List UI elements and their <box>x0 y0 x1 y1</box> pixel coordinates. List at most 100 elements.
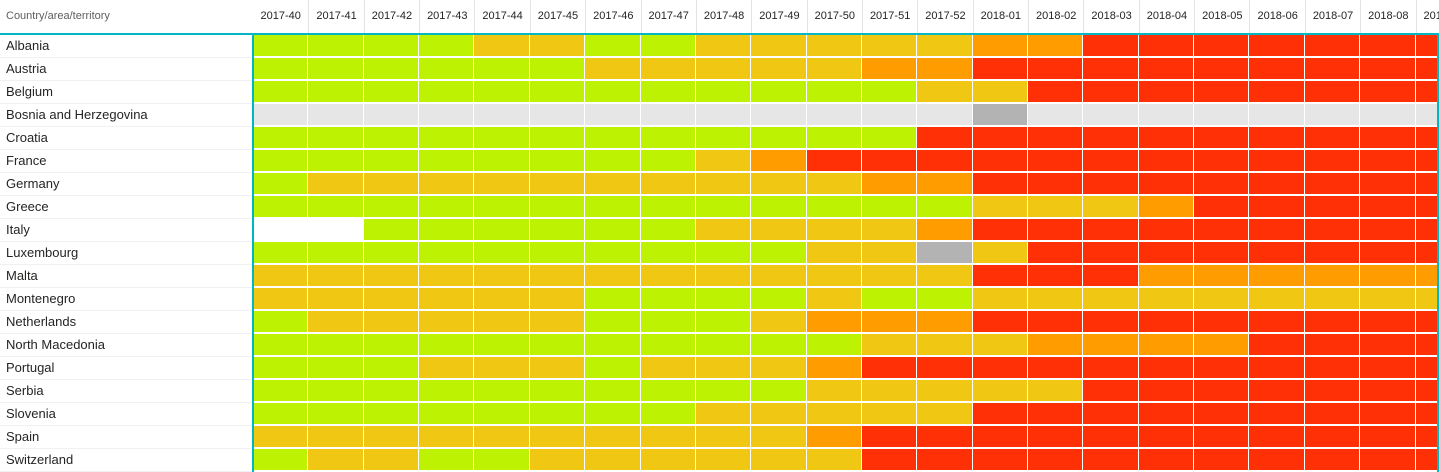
heatmap-cell[interactable] <box>308 242 364 265</box>
heatmap-cell[interactable] <box>1028 127 1084 150</box>
heatmap-cell[interactable] <box>1304 150 1361 173</box>
heatmap-cell[interactable] <box>1415 173 1439 196</box>
row-label-germany[interactable]: Germany <box>0 173 253 196</box>
heatmap-cell[interactable] <box>474 242 530 265</box>
heatmap-cell[interactable] <box>419 150 475 173</box>
heatmap-cell[interactable] <box>917 104 973 127</box>
heatmap-cell[interactable] <box>253 173 309 196</box>
row-label-malta[interactable]: Malta <box>0 265 253 288</box>
column-header-2017-51[interactable]: 2017-51 <box>861 0 917 33</box>
heatmap-cell[interactable] <box>253 288 309 311</box>
heatmap-cell[interactable] <box>585 288 641 311</box>
heatmap-cell[interactable] <box>640 403 696 426</box>
heatmap-cell[interactable] <box>1083 334 1139 357</box>
heatmap-cell[interactable] <box>1360 449 1416 472</box>
heatmap-cell[interactable] <box>917 265 973 288</box>
heatmap-cell[interactable] <box>363 150 420 173</box>
heatmap-cell[interactable] <box>972 403 1029 426</box>
heatmap-cell[interactable] <box>806 242 862 265</box>
heatmap-cell[interactable] <box>1194 357 1250 380</box>
row-label-albania[interactable]: Albania <box>0 35 253 58</box>
heatmap-cell[interactable] <box>1194 127 1250 150</box>
heatmap-cell[interactable] <box>1194 173 1250 196</box>
heatmap-cell[interactable] <box>917 242 973 265</box>
heatmap-cell[interactable] <box>1138 426 1195 449</box>
heatmap-cell[interactable] <box>1083 35 1139 58</box>
heatmap-cell[interactable] <box>1194 426 1250 449</box>
heatmap-cell[interactable] <box>474 219 530 242</box>
heatmap-cell[interactable] <box>529 35 586 58</box>
heatmap-cell[interactable] <box>1415 449 1439 472</box>
heatmap-cell[interactable] <box>1415 403 1439 426</box>
heatmap-cell[interactable] <box>806 35 862 58</box>
heatmap-cell[interactable] <box>1360 104 1416 127</box>
heatmap-cell[interactable] <box>1138 265 1195 288</box>
heatmap-cell[interactable] <box>1138 35 1195 58</box>
heatmap-cell[interactable] <box>474 127 530 150</box>
heatmap-cell[interactable] <box>1138 173 1195 196</box>
heatmap-cell[interactable] <box>363 196 420 219</box>
heatmap-cell[interactable] <box>695 334 752 357</box>
heatmap-cell[interactable] <box>419 81 475 104</box>
column-header-2017-42[interactable]: 2017-42 <box>363 0 419 33</box>
heatmap-cell[interactable] <box>1138 104 1195 127</box>
heatmap-cell[interactable] <box>917 334 973 357</box>
heatmap-cell[interactable] <box>585 219 641 242</box>
row-label-bosnia-and-herzegovina[interactable]: Bosnia and Herzegovina <box>0 104 253 127</box>
heatmap-cell[interactable] <box>529 265 586 288</box>
heatmap-cell[interactable] <box>1304 334 1361 357</box>
heatmap-cell[interactable] <box>1194 403 1250 426</box>
heatmap-cell[interactable] <box>972 288 1029 311</box>
heatmap-cell[interactable] <box>308 104 364 127</box>
heatmap-cell[interactable] <box>1194 334 1250 357</box>
heatmap-cell[interactable] <box>1304 311 1361 334</box>
heatmap-cell[interactable] <box>751 311 807 334</box>
heatmap-cell[interactable] <box>363 403 420 426</box>
heatmap-cell[interactable] <box>1249 380 1305 403</box>
heatmap-cell[interactable] <box>751 35 807 58</box>
heatmap-cell[interactable] <box>1360 288 1416 311</box>
heatmap-cell[interactable] <box>253 150 309 173</box>
heatmap-cell[interactable] <box>1304 173 1361 196</box>
column-header-2017-47[interactable]: 2017-47 <box>640 0 696 33</box>
heatmap-cell[interactable] <box>640 150 696 173</box>
column-header-2017-43[interactable]: 2017-43 <box>419 0 474 33</box>
heatmap-cell[interactable] <box>1360 265 1416 288</box>
heatmap-cell[interactable] <box>1249 265 1305 288</box>
heatmap-cell[interactable] <box>1249 127 1305 150</box>
heatmap-cell[interactable] <box>529 150 586 173</box>
heatmap-cell[interactable] <box>917 403 973 426</box>
heatmap-cell[interactable] <box>363 81 420 104</box>
heatmap-cell[interactable] <box>806 150 862 173</box>
heatmap-cell[interactable] <box>1360 311 1416 334</box>
heatmap-cell[interactable] <box>1138 288 1195 311</box>
heatmap-cell[interactable] <box>474 150 530 173</box>
heatmap-cell[interactable] <box>363 334 420 357</box>
heatmap-cell[interactable] <box>253 35 309 58</box>
heatmap-cell[interactable] <box>308 150 364 173</box>
heatmap-cell[interactable] <box>419 219 475 242</box>
heatmap-cell[interactable] <box>1138 311 1195 334</box>
heatmap-cell[interactable] <box>1028 380 1084 403</box>
heatmap-cell[interactable] <box>1138 449 1195 472</box>
heatmap-cell[interactable] <box>972 380 1029 403</box>
heatmap-cell[interactable] <box>1083 127 1139 150</box>
heatmap-cell[interactable] <box>253 403 309 426</box>
heatmap-cell[interactable] <box>1415 334 1439 357</box>
heatmap-cell[interactable] <box>1415 242 1439 265</box>
heatmap-cell[interactable] <box>253 357 309 380</box>
heatmap-cell[interactable] <box>1249 357 1305 380</box>
heatmap-cell[interactable] <box>1028 81 1084 104</box>
heatmap-cell[interactable] <box>474 173 530 196</box>
heatmap-cell[interactable] <box>917 426 973 449</box>
heatmap-cell[interactable] <box>695 449 752 472</box>
heatmap-cell[interactable] <box>695 104 752 127</box>
heatmap-cell[interactable] <box>806 196 862 219</box>
heatmap-cell[interactable] <box>585 426 641 449</box>
heatmap-cell[interactable] <box>640 58 696 81</box>
heatmap-cell[interactable] <box>1194 265 1250 288</box>
heatmap-cell[interactable] <box>1083 265 1139 288</box>
heatmap-cell[interactable] <box>751 449 807 472</box>
heatmap-cell[interactable] <box>419 311 475 334</box>
heatmap-cell[interactable] <box>806 219 862 242</box>
